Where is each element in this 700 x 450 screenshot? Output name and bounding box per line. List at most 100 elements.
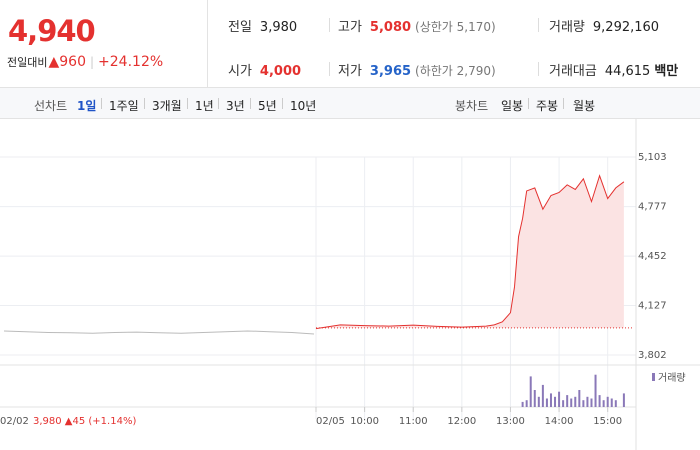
- candle-weekly[interactable]: 주봉: [536, 99, 559, 113]
- stat-divider: [538, 62, 539, 76]
- price-chart: 5,103 4,777 4,452 4,127 3,802 거래량 02/02 3,980…: [0, 119, 700, 450]
- period-1w[interactable]: 1주일: [109, 99, 139, 113]
- period-divider: [250, 98, 251, 109]
- period-divider: [528, 98, 529, 109]
- x-tick-label: 12:00: [447, 416, 476, 427]
- volume-legend-swatch: [652, 373, 655, 381]
- volume-bar: [541, 384, 544, 407]
- volume-bar: [545, 398, 548, 407]
- change-divider: |: [90, 55, 95, 69]
- volume-bar: [590, 398, 593, 407]
- period-5y[interactable]: 5년: [258, 99, 277, 113]
- prev-day-line: [3, 330, 315, 335]
- lower-limit: (하한가 2,790): [415, 64, 496, 78]
- volume-bar: [570, 398, 573, 407]
- quote-header: 4,940 전일대비▲960 | +24.12% 전일 3,980 고가 5,080 (상…: [0, 0, 700, 88]
- volume-bar: [554, 396, 557, 407]
- stat-open: 시가 4,000: [228, 60, 301, 79]
- stat-volume: 거래량 9,292,160: [549, 16, 659, 35]
- y-axis: 5,103 4,777 4,452 4,127 3,802: [638, 152, 667, 361]
- volume-bar: [574, 396, 577, 407]
- period-3y[interactable]: 3년: [226, 99, 245, 113]
- high-label: 고가: [338, 20, 362, 35]
- trade-value: 44,615: [604, 64, 651, 79]
- period-10y[interactable]: 10년: [290, 99, 317, 113]
- period-divider: [218, 98, 219, 109]
- volume-bar: [558, 391, 561, 407]
- volume-bar: [586, 396, 589, 407]
- price-area-fill: [316, 175, 624, 329]
- period-1y[interactable]: 1년: [195, 99, 214, 113]
- period-divider: [563, 98, 564, 109]
- volume-bar: [606, 396, 609, 407]
- stat-high: 고가 5,080 (상한가 5,170): [338, 16, 496, 35]
- x-tick-label: 14:00: [545, 416, 574, 427]
- volume-bar: [614, 400, 617, 407]
- candle-chart-label: 봉차트: [455, 99, 489, 113]
- change-row: 전일대비▲960 | +24.12%: [7, 54, 163, 70]
- volume-chart: 거래량: [521, 372, 686, 407]
- period-divider: [282, 98, 283, 109]
- line-chart-label: 선차트: [34, 99, 68, 113]
- today-price-line: [315, 174, 625, 330]
- x-tick-label: 13:00: [496, 416, 525, 427]
- stat-prev-close: 전일 3,980: [228, 16, 297, 35]
- volume-bar: [537, 396, 540, 407]
- period-1d[interactable]: 1일: [77, 99, 97, 113]
- up-arrow-icon: ▲: [48, 54, 60, 70]
- candle-monthly[interactable]: 월봉: [573, 99, 596, 113]
- period-divider: [187, 98, 188, 109]
- y-tick-label: 3,802: [638, 350, 667, 361]
- price-box: 4,940 전일대비▲960 | +24.12%: [0, 0, 208, 88]
- upper-limit: (상한가 5,170): [415, 20, 496, 34]
- y-tick-label: 4,127: [638, 301, 667, 312]
- low-label: 저가: [338, 64, 362, 79]
- change-abs: 960: [59, 54, 86, 70]
- volume-bar: [549, 393, 552, 407]
- volume-bar: [622, 393, 625, 407]
- y-tick-label: 5,103: [638, 152, 667, 163]
- price-lines: [3, 174, 632, 335]
- x-tick-label: 02/02: [0, 416, 29, 427]
- y-tick-label: 4,777: [638, 202, 667, 213]
- period-3m[interactable]: 3개월: [152, 99, 182, 113]
- stat-low: 저가 3,965 (하한가 2,790): [338, 60, 496, 79]
- volume-bar: [533, 390, 536, 407]
- change-pct: +24.12%: [98, 54, 164, 70]
- volume-bar: [594, 374, 597, 407]
- change-label: 전일대비: [7, 56, 48, 69]
- volume-bar: [610, 398, 613, 407]
- x-tick-label: 15:00: [593, 416, 622, 427]
- period-divider: [101, 98, 102, 109]
- x-tick-label: 10:00: [350, 416, 379, 427]
- period-bar: 선차트 1일 1주일 3개월 1년 3년 5년 10년 봉차트 일봉 주봉 월봉: [0, 88, 700, 119]
- volume-bar: [582, 400, 585, 407]
- volume-value: 9,292,160: [592, 20, 660, 35]
- volume-bar: [598, 395, 601, 407]
- volume-bar: [566, 395, 569, 407]
- price-area: [316, 175, 624, 329]
- candle-daily[interactable]: 일봉: [501, 99, 524, 113]
- stat-divider: [538, 18, 539, 32]
- volume-bar: [562, 400, 565, 407]
- x-axis: 02/02 3,980 ▲45 (+1.14%) 02/05 10:00 11:00 12…: [0, 407, 622, 427]
- volume-bar: [529, 376, 532, 407]
- trade-value-unit: 백만: [654, 64, 679, 79]
- current-price: 4,940: [8, 14, 96, 48]
- stat-divider: [329, 62, 330, 76]
- x-tick-label: 11:00: [399, 416, 428, 427]
- period-divider: [144, 98, 145, 109]
- high-value: 5,080: [369, 20, 412, 35]
- x-tick-label: 02/05: [316, 416, 345, 427]
- trade-value-label: 거래대금: [549, 64, 597, 79]
- volume-bar: [602, 400, 605, 407]
- prev-close-label: 전일: [228, 20, 252, 35]
- volume-legend-label: 거래량: [658, 372, 686, 384]
- volume-label: 거래량: [549, 20, 585, 35]
- volume-bar: [525, 400, 528, 407]
- open-label: 시가: [228, 64, 252, 79]
- volume-bar: [521, 401, 524, 407]
- volume-bar: [578, 390, 581, 407]
- open-value: 4,000: [259, 64, 302, 79]
- stat-trade-value: 거래대금 44,615 백만: [549, 60, 678, 79]
